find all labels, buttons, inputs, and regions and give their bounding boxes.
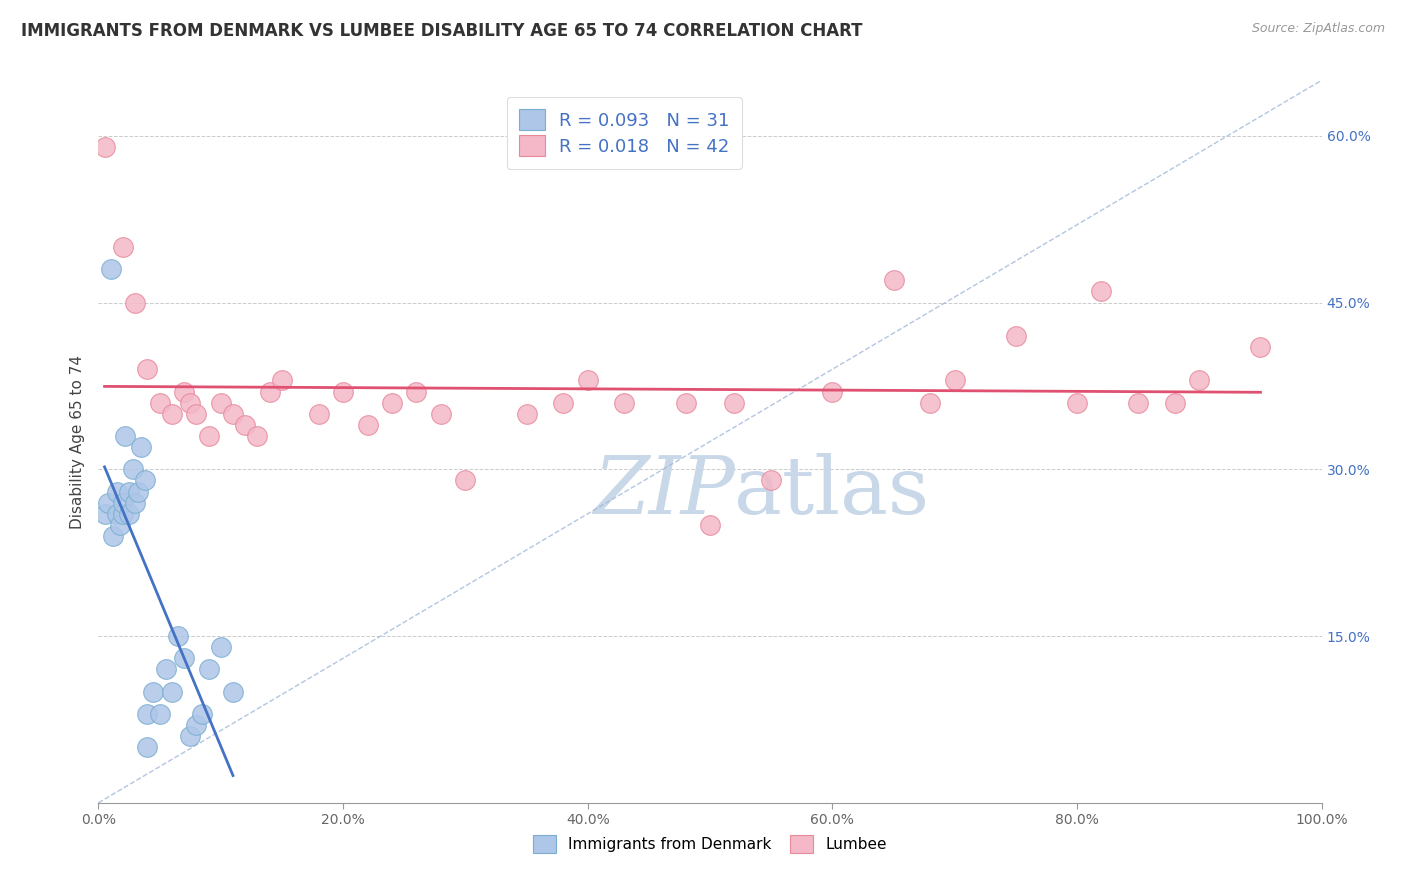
Point — [197, 429, 219, 443]
Point — [179, 729, 201, 743]
Point — [308, 407, 330, 421]
Point — [100, 262, 122, 277]
Point — [222, 684, 245, 698]
Point — [111, 240, 134, 254]
Point — [179, 395, 201, 409]
Point — [1128, 395, 1150, 409]
Point — [173, 384, 195, 399]
Point — [105, 507, 128, 521]
Point — [381, 395, 404, 409]
Point — [97, 496, 120, 510]
Point — [186, 718, 208, 732]
Point — [332, 384, 354, 399]
Point — [1188, 373, 1211, 387]
Point — [246, 429, 269, 443]
Point — [209, 640, 232, 655]
Point — [454, 474, 477, 488]
Point — [111, 496, 134, 510]
Point — [136, 740, 159, 755]
Point — [173, 651, 195, 665]
Point — [675, 395, 697, 409]
Point — [209, 395, 232, 409]
Point — [699, 517, 721, 532]
Point — [101, 529, 124, 543]
Point — [430, 407, 453, 421]
Point — [127, 484, 149, 499]
Y-axis label: Disability Age 65 to 74: Disability Age 65 to 74 — [70, 354, 86, 529]
Point — [118, 507, 141, 521]
Point — [155, 662, 177, 676]
Point — [761, 474, 783, 488]
Point — [1090, 285, 1112, 299]
Point — [186, 407, 208, 421]
Point — [160, 407, 183, 421]
Point — [723, 395, 745, 409]
Point — [516, 407, 538, 421]
Point — [270, 373, 294, 387]
Point — [1004, 329, 1026, 343]
Point — [111, 507, 134, 521]
Point — [197, 662, 219, 676]
Point — [920, 395, 942, 409]
Point — [136, 362, 159, 376]
Point — [405, 384, 427, 399]
Point — [821, 384, 844, 399]
Point — [124, 295, 146, 310]
Point — [167, 629, 190, 643]
Point — [883, 273, 905, 287]
Text: atlas: atlas — [734, 453, 929, 531]
Text: ZIP: ZIP — [593, 453, 734, 531]
Point — [160, 684, 183, 698]
Point — [105, 484, 128, 499]
Point — [93, 507, 115, 521]
Point — [233, 417, 256, 432]
Point — [93, 140, 115, 154]
Point — [134, 474, 156, 488]
Point — [1250, 340, 1272, 354]
Text: IMMIGRANTS FROM DENMARK VS LUMBEE DISABILITY AGE 65 TO 74 CORRELATION CHART: IMMIGRANTS FROM DENMARK VS LUMBEE DISABI… — [21, 22, 863, 40]
Text: Source: ZipAtlas.com: Source: ZipAtlas.com — [1251, 22, 1385, 36]
Point — [142, 684, 165, 698]
Point — [613, 395, 636, 409]
Point — [118, 484, 141, 499]
Point — [136, 706, 159, 721]
Point — [259, 384, 281, 399]
Point — [576, 373, 599, 387]
Point — [124, 496, 146, 510]
Point — [1066, 395, 1088, 409]
Point — [943, 373, 966, 387]
Point — [149, 706, 172, 721]
Point — [1164, 395, 1187, 409]
Point — [191, 706, 214, 721]
Point — [114, 429, 136, 443]
Point — [129, 440, 152, 454]
Point — [356, 417, 378, 432]
Legend: Immigrants from Denmark, Lumbee: Immigrants from Denmark, Lumbee — [526, 827, 894, 860]
Point — [110, 517, 132, 532]
Point — [222, 407, 245, 421]
Point — [121, 462, 143, 476]
Point — [149, 395, 172, 409]
Point — [553, 395, 575, 409]
